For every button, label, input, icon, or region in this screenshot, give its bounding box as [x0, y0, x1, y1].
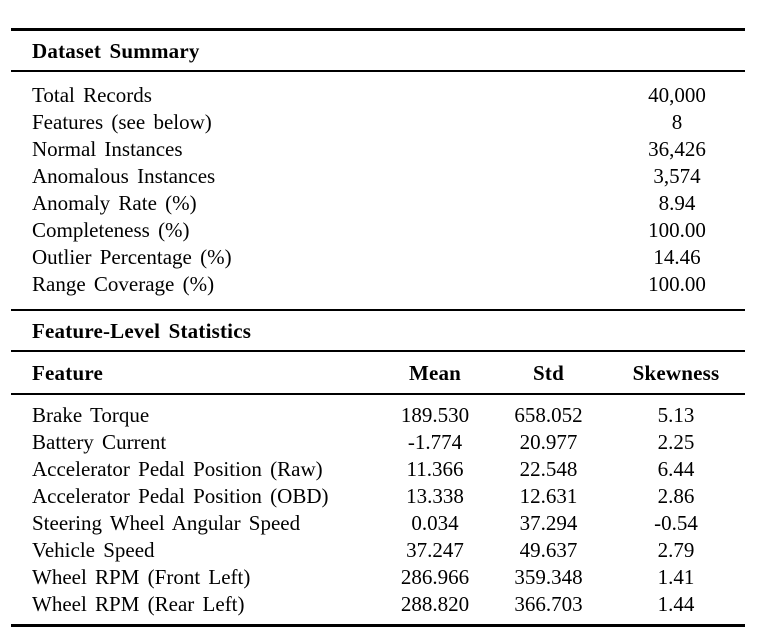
- feature-row: Battery Current -1.774 20.977 2.25: [11, 429, 745, 456]
- summary-row-value: 36,426: [648, 137, 706, 161]
- feature-row-std: 366.703: [514, 592, 583, 616]
- rule-below-features-title: [11, 350, 745, 352]
- feature-row-skewness: 6.44: [657, 457, 695, 481]
- summary-row-value: 8: [671, 110, 683, 134]
- feature-row-mean: 11.366: [406, 457, 464, 481]
- feature-row-std: 12.631: [519, 484, 578, 508]
- summary-row-value: 100.00: [648, 218, 706, 242]
- summary-row-label: Range Coverage (%): [32, 272, 215, 296]
- feature-row: Vehicle Speed 37.247 49.637 2.79: [11, 537, 745, 564]
- paper-table: Dataset Summary Total Records 40,000 Featu…: [11, 28, 745, 627]
- feature-row-mean: 0.034: [411, 511, 459, 535]
- feature-row: Wheel RPM (Front Left) 286.966 359.348 1.41: [11, 564, 745, 591]
- summary-row: Completeness (%) 100.00: [11, 217, 745, 244]
- feature-row-feature: Wheel RPM (Front Left): [32, 565, 251, 589]
- feature-row-feature: Steering Wheel Angular Speed: [32, 511, 301, 535]
- summary-row-label: Normal Instances: [32, 137, 183, 161]
- summary-row-label: Anomaly Rate (%): [32, 191, 197, 215]
- summary-row: Anomalous Instances 3,574: [11, 163, 745, 190]
- summary-row: Range Coverage (%) 100.00: [11, 271, 745, 298]
- summary-row-value: 14.46: [653, 245, 701, 269]
- summary-row: Outlier Percentage (%) 14.46: [11, 244, 745, 271]
- feature-row-mean: 13.338: [406, 484, 464, 508]
- summary-row-label: Completeness (%): [32, 218, 190, 242]
- feature-row-skewness: -0.54: [654, 511, 698, 535]
- rule-above-features-title: [11, 309, 745, 311]
- feature-row-feature: Brake Torque: [32, 403, 150, 427]
- rule-below-column-headers: [11, 393, 745, 395]
- summary-row-value: 3,574: [653, 164, 701, 188]
- feature-row: Wheel RPM (Rear Left) 288.820 366.703 1.44: [11, 591, 745, 618]
- column-header-std: Std: [533, 361, 564, 385]
- feature-row-feature: Wheel RPM (Rear Left): [32, 592, 245, 616]
- feature-row-mean: 37.247: [406, 538, 464, 562]
- feature-row-skewness: 1.41: [657, 565, 695, 589]
- feature-row: Accelerator Pedal Position (OBD) 13.338 12…: [11, 483, 745, 510]
- feature-stats-title: Feature-Level Statistics: [32, 319, 252, 343]
- feature-row-mean: 286.966: [400, 565, 470, 589]
- summary-row-value: 40,000: [648, 83, 706, 107]
- bottom-rule: [11, 624, 745, 627]
- feature-row-std: 22.548: [519, 457, 578, 481]
- summary-row-value: 8.94: [658, 191, 696, 215]
- dataset-summary-title: Dataset Summary: [32, 39, 200, 63]
- feature-row-std: 359.348: [514, 565, 583, 589]
- column-header-skewness: Skewness: [632, 361, 720, 385]
- summary-row-label: Total Records: [32, 83, 152, 107]
- feature-table-rows: Brake Torque 189.530 658.052 5.13 Battery Cu…: [11, 395, 745, 624]
- feature-row-skewness: 2.86: [657, 484, 695, 508]
- summary-row: Total Records 40,000: [11, 82, 745, 109]
- feature-row-std: 49.637: [519, 538, 578, 562]
- summary-row-label: Anomalous Instances: [32, 164, 216, 188]
- feature-row-feature: Battery Current: [32, 430, 167, 454]
- feature-row-std: 658.052: [514, 403, 583, 427]
- summary-row-label: Features (see below): [32, 110, 212, 134]
- summary-row: Features (see below) 8: [11, 109, 745, 136]
- dataset-summary-rows: Total Records 40,000 Features (see below) 8…: [11, 72, 745, 309]
- feature-table-header-row: Feature Mean Std Skewness: [11, 352, 745, 393]
- feature-row-skewness: 2.25: [657, 430, 695, 454]
- rule-below-summary-title: [11, 70, 745, 72]
- feature-row-skewness: 2.79: [657, 538, 695, 562]
- feature-row-mean: 189.530: [400, 403, 470, 427]
- feature-row-skewness: 1.44: [657, 592, 695, 616]
- feature-row-mean: -1.774: [407, 430, 463, 454]
- feature-row-mean: 288.820: [400, 592, 470, 616]
- summary-row: Anomaly Rate (%) 8.94: [11, 190, 745, 217]
- feature-row: Brake Torque 189.530 658.052 5.13: [11, 402, 745, 429]
- feature-row-std: 20.977: [519, 430, 578, 454]
- feature-row-std: 37.294: [519, 511, 578, 535]
- feature-row: Steering Wheel Angular Speed 0.034 37.294 -…: [11, 510, 745, 537]
- feature-row-feature: Accelerator Pedal Position (OBD): [32, 484, 329, 508]
- column-header-mean: Mean: [408, 361, 462, 385]
- feature-row-feature: Vehicle Speed: [32, 538, 155, 562]
- feature-row: Accelerator Pedal Position (Raw) 11.366 22…: [11, 456, 745, 483]
- summary-row: Normal Instances 36,426: [11, 136, 745, 163]
- feature-row-skewness: 5.13: [657, 403, 695, 427]
- feature-row-feature: Accelerator Pedal Position (Raw): [32, 457, 323, 481]
- column-header-feature: Feature: [32, 361, 103, 385]
- summary-row-label: Outlier Percentage (%): [32, 245, 232, 269]
- summary-row-value: 100.00: [648, 272, 706, 296]
- top-rule: [11, 28, 745, 31]
